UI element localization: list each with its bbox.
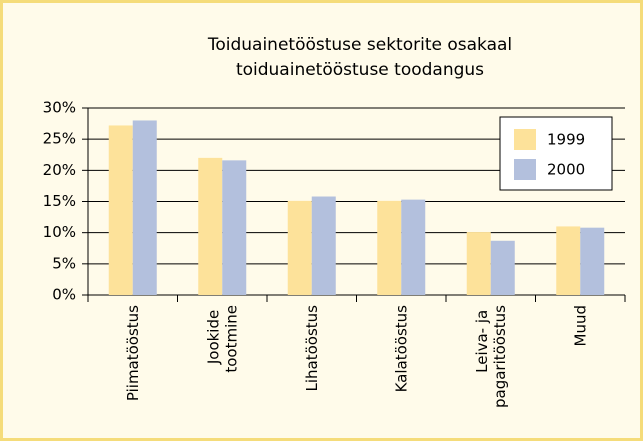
x-tick-label: Piimatööstus — [123, 305, 141, 401]
legend-swatch — [514, 129, 536, 150]
x-tick-label-line: Kalatööstus — [392, 305, 410, 393]
y-tick-label: 30% — [43, 99, 76, 117]
bar — [287, 200, 312, 295]
bar — [490, 240, 515, 295]
y-tick-label: 25% — [43, 130, 76, 148]
bar — [556, 226, 581, 295]
x-tick-label-line: Jookide — [204, 305, 222, 365]
x-tick-label-line: Piimatööstus — [123, 305, 141, 401]
legend-label: 1999 — [547, 131, 585, 149]
x-tick-label: Lihatööstus — [302, 305, 320, 392]
x-tick-label: Leiva- ja pagaritööstus — [472, 305, 508, 408]
x-tick-label-line: Leiva- ja — [472, 305, 490, 373]
bar — [466, 232, 491, 295]
x-tick-label-line: Lihatööstus — [302, 305, 320, 392]
legend-swatch — [514, 159, 536, 180]
y-tick-label: 10% — [43, 223, 76, 241]
bar — [132, 120, 157, 295]
bar — [401, 199, 426, 295]
chart-title: toiduainetööstuse toodangus — [236, 60, 484, 80]
y-tick-label: 15% — [43, 192, 76, 210]
x-tick-label-line: Muud — [571, 305, 589, 346]
bar — [377, 200, 402, 295]
y-tick-label: 20% — [43, 161, 76, 179]
bar — [222, 160, 247, 295]
bar — [580, 227, 605, 295]
x-tick-label-line: tootmine — [222, 305, 240, 373]
x-tick-label-line: pagaritööstus — [490, 305, 508, 408]
x-tick-label: Kalatööstus — [392, 305, 410, 393]
bar — [198, 157, 223, 295]
chart-title: Toiduainetööstuse sektorite osakaal — [207, 35, 512, 55]
y-tick-label: 5% — [52, 254, 76, 272]
bar — [108, 125, 133, 295]
legend-label: 2000 — [547, 161, 585, 179]
y-tick-label: 0% — [52, 286, 76, 304]
bar — [311, 196, 336, 295]
x-tick-label: Jookide tootmine — [204, 305, 240, 373]
x-tick-label: Muud — [571, 305, 589, 346]
